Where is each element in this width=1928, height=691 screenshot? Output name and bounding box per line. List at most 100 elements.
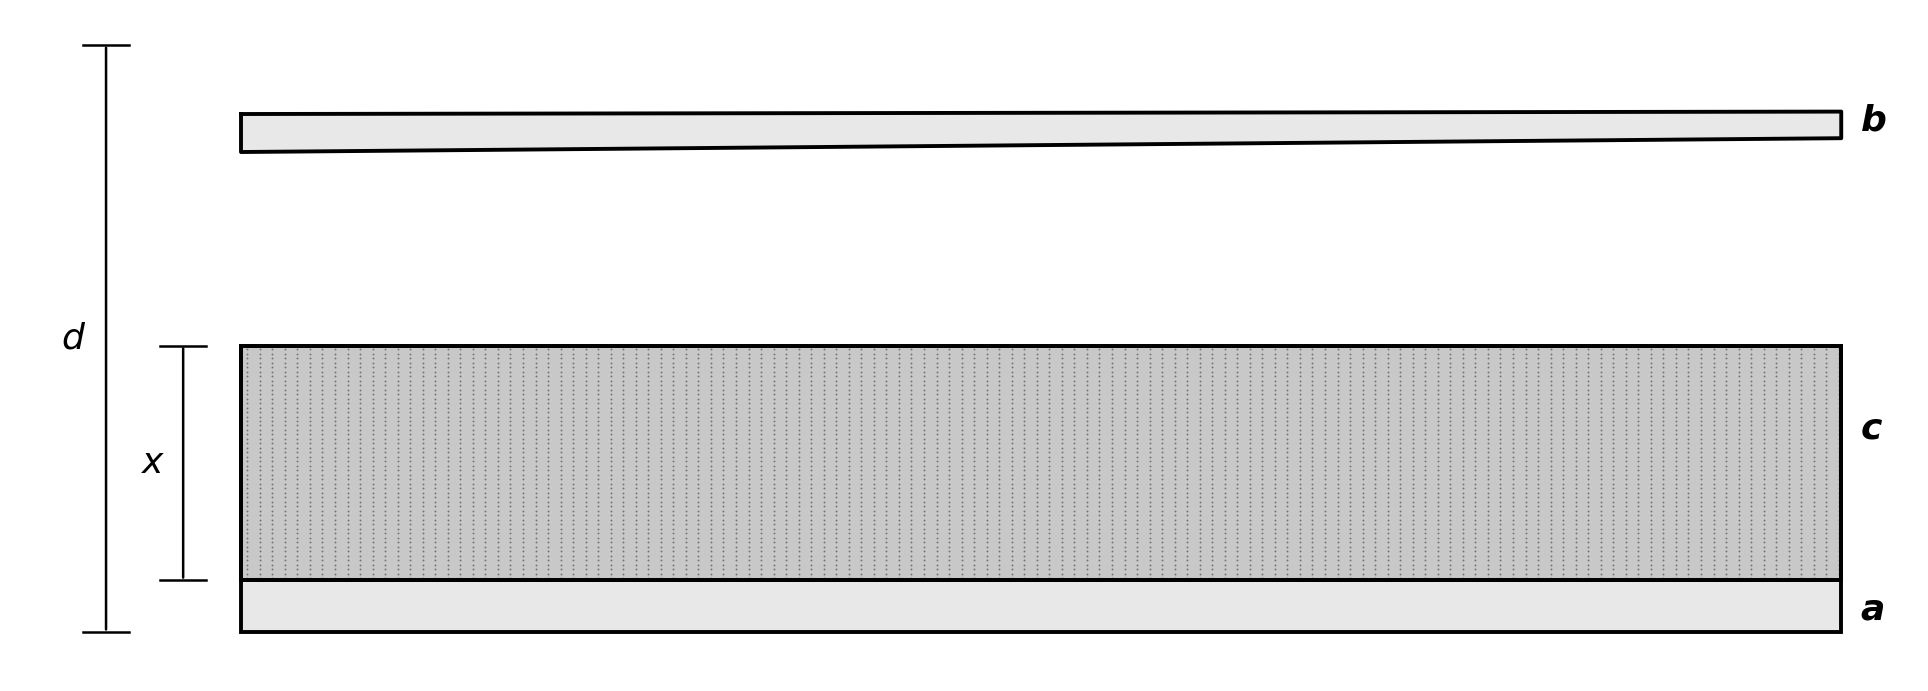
Point xyxy=(1334,388,1365,399)
Point xyxy=(858,361,889,372)
Point xyxy=(357,460,388,471)
Point xyxy=(432,496,463,507)
Point xyxy=(1272,514,1303,525)
Point xyxy=(532,384,563,395)
Point xyxy=(958,442,989,453)
Point xyxy=(933,343,964,354)
Point xyxy=(1398,451,1429,462)
Point xyxy=(997,465,1028,476)
Point xyxy=(947,487,977,498)
Point xyxy=(470,366,501,377)
Point xyxy=(922,541,952,552)
Point xyxy=(833,505,864,516)
Point xyxy=(1674,375,1704,386)
Point xyxy=(796,532,827,543)
Point xyxy=(1184,532,1215,543)
Point xyxy=(858,406,889,417)
Point xyxy=(482,465,513,476)
Point xyxy=(231,406,262,417)
Point xyxy=(1159,492,1190,503)
Point xyxy=(407,573,438,584)
Point xyxy=(721,505,752,516)
Point xyxy=(332,384,362,395)
Point xyxy=(1084,451,1114,462)
Point xyxy=(808,397,839,408)
Point xyxy=(1147,546,1178,557)
Point xyxy=(1485,568,1515,579)
Point xyxy=(1724,379,1754,390)
Point xyxy=(507,352,538,363)
Point xyxy=(758,424,789,435)
Point xyxy=(1197,541,1228,552)
Point xyxy=(1147,492,1178,503)
Point xyxy=(1259,370,1290,381)
Point xyxy=(771,343,802,354)
Point xyxy=(432,555,463,566)
Point xyxy=(1498,541,1529,552)
Point xyxy=(1573,352,1604,363)
Point xyxy=(295,402,326,413)
Point xyxy=(270,537,301,548)
Point xyxy=(1824,402,1855,413)
Point xyxy=(281,568,312,579)
Point xyxy=(1247,388,1278,399)
Point xyxy=(796,519,827,530)
Point xyxy=(532,564,563,575)
Point xyxy=(382,447,413,458)
Point xyxy=(958,550,989,561)
Point xyxy=(1523,442,1554,453)
Point xyxy=(1799,406,1830,417)
Point xyxy=(557,442,588,453)
Point xyxy=(1209,352,1240,363)
Point xyxy=(721,496,752,507)
Point xyxy=(1259,420,1290,431)
Point xyxy=(871,361,902,372)
Point xyxy=(320,384,351,395)
Point xyxy=(1159,478,1190,489)
Point xyxy=(1122,555,1153,566)
Point xyxy=(708,550,738,561)
Point xyxy=(846,406,877,417)
Point xyxy=(256,402,287,413)
Point xyxy=(332,474,362,485)
Point xyxy=(1485,465,1515,476)
Point xyxy=(922,505,952,516)
Point xyxy=(470,456,501,467)
Point xyxy=(571,469,602,480)
Point xyxy=(1209,555,1240,566)
Point xyxy=(1008,550,1039,561)
Point xyxy=(897,514,927,525)
Point xyxy=(1623,411,1654,422)
Point xyxy=(632,415,663,426)
Point xyxy=(1147,555,1178,566)
Point xyxy=(1535,456,1566,467)
Point xyxy=(821,519,852,530)
Point xyxy=(1749,510,1780,521)
Point xyxy=(1359,343,1390,354)
Point xyxy=(1785,505,1816,516)
Point xyxy=(821,460,852,471)
Point xyxy=(1760,474,1791,485)
Point xyxy=(1184,388,1215,399)
Point xyxy=(1272,343,1303,354)
Point xyxy=(1799,483,1830,494)
Point xyxy=(671,510,702,521)
Point xyxy=(947,573,977,584)
Point xyxy=(621,388,652,399)
Point xyxy=(307,415,337,426)
Point xyxy=(758,519,789,530)
Point xyxy=(1033,384,1064,395)
Point xyxy=(796,523,827,534)
Point xyxy=(256,352,287,363)
Bar xyxy=(241,346,1841,580)
Point xyxy=(833,451,864,462)
Point xyxy=(557,568,588,579)
Point xyxy=(1184,438,1215,449)
Point xyxy=(1699,397,1729,408)
Point xyxy=(933,451,964,462)
Point xyxy=(1259,469,1290,480)
Point xyxy=(1384,343,1415,354)
Point xyxy=(256,501,287,512)
Point xyxy=(1197,474,1228,485)
Point xyxy=(947,478,977,489)
